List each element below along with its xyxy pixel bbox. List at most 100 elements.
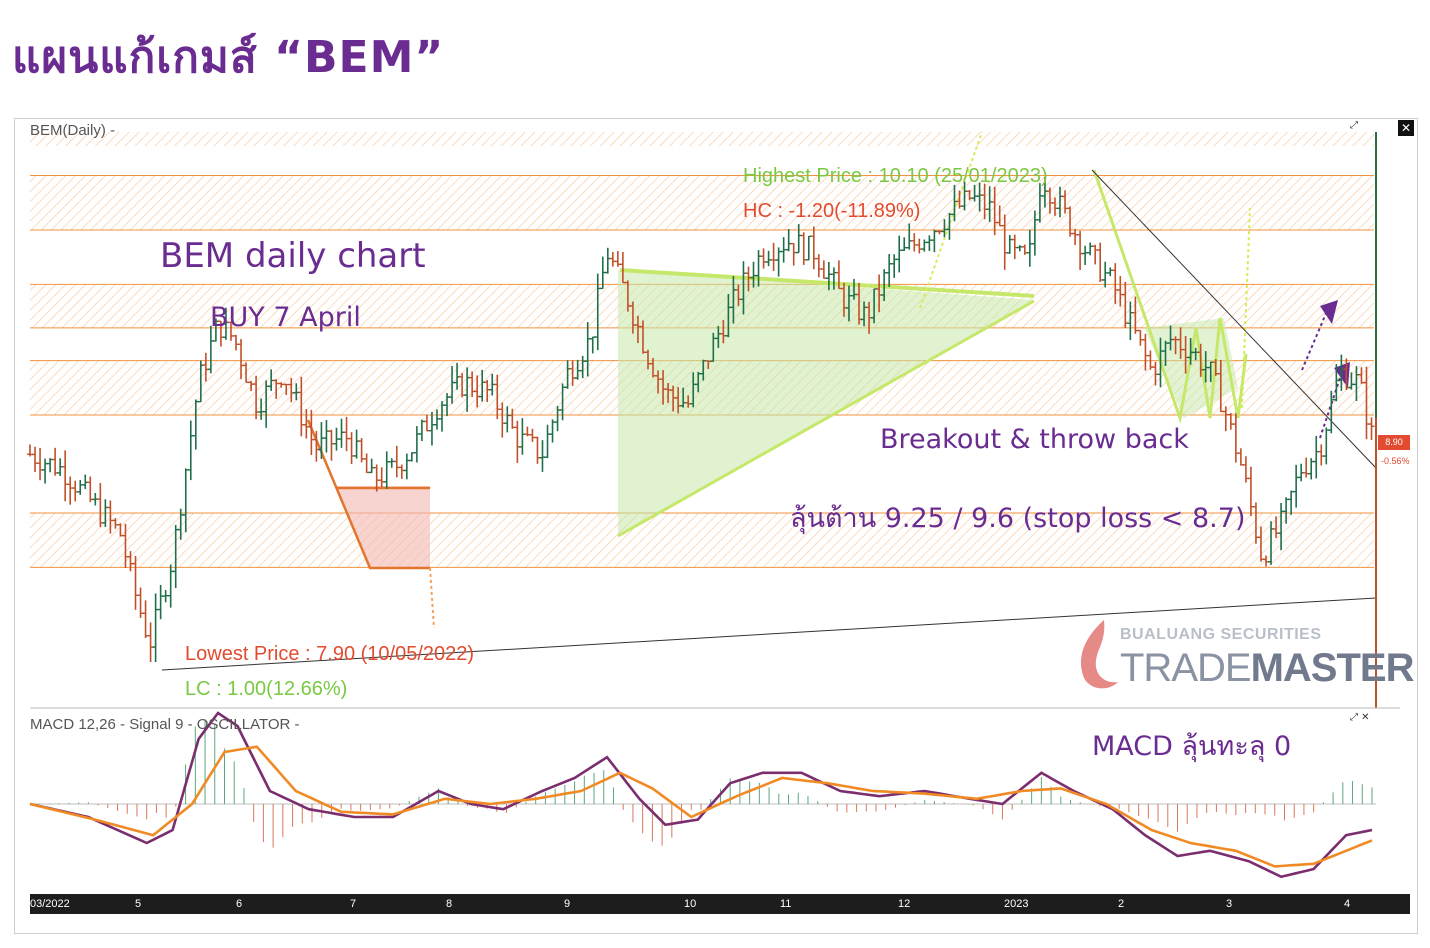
close-icon[interactable]: ✕ [1398, 120, 1414, 136]
triangle-lower-line [617, 299, 1035, 538]
price-bar [187, 420, 194, 481]
price-bar [1072, 228, 1079, 246]
price-bar [152, 593, 159, 663]
price-bar [1107, 267, 1114, 277]
x-tick-label: 3 [1226, 898, 1233, 910]
price-bar [343, 416, 350, 452]
price-bar [1102, 261, 1109, 288]
price-bar [1323, 427, 1330, 465]
pullback-outline [1092, 169, 1248, 424]
macd-pane-label: MACD 12,26 - Signal 9 - OSCILLATOR - [30, 716, 300, 733]
triangle-upper-line [619, 268, 1035, 298]
price-bar [363, 453, 370, 474]
price-bar [926, 235, 933, 251]
price-bar [931, 229, 938, 253]
price-bar [413, 426, 420, 463]
x-tick-label: 8 [446, 898, 453, 910]
price-bar [338, 418, 345, 448]
price-bar [1016, 245, 1023, 252]
price-bar [1082, 245, 1089, 265]
x-tick-label: 7 [350, 898, 357, 910]
resistance-zone [30, 512, 1374, 568]
price-bar [1303, 457, 1310, 478]
logo-brand-text: TRADEMASTER [1120, 646, 1415, 691]
price-bar [378, 467, 385, 488]
price-bar [765, 250, 772, 267]
price-bar [519, 418, 526, 455]
up-trendline [161, 597, 1377, 671]
buy-label: BUY 7 April [210, 302, 361, 333]
x-tick-label: 10 [684, 898, 697, 910]
logo-company-text: BUALUANG SECURITIES [1120, 626, 1322, 643]
price-bar [353, 429, 360, 459]
expand-icon[interactable]: ⤢ [1350, 120, 1358, 131]
price-bar [428, 412, 435, 446]
price-bar [609, 252, 616, 267]
price-bar [1087, 242, 1094, 256]
price-bar [67, 476, 74, 505]
price-bar [549, 419, 556, 443]
x-tick-label: 9 [564, 898, 571, 910]
signal-line [29, 745, 1373, 868]
price-bar [589, 336, 596, 354]
price-bar [1006, 234, 1013, 254]
price-bar [1092, 244, 1099, 265]
price-bar [911, 233, 918, 252]
price-bar [72, 480, 79, 502]
highest-price-label: Highest Price : 10.10 (25/01/2023) [743, 165, 1048, 187]
price-bar [318, 422, 325, 459]
price-bar [1077, 230, 1084, 271]
price-bar [1237, 448, 1244, 466]
triangle-pattern [618, 270, 1034, 536]
down-trendline [1091, 169, 1377, 469]
price-bar [1288, 490, 1295, 515]
price-bar [891, 254, 898, 278]
price-bar [37, 447, 44, 481]
price-bar [1368, 417, 1375, 440]
price-bar [52, 447, 59, 476]
price-bar [514, 420, 521, 463]
price-bar [368, 458, 375, 474]
macd-note-label: MACD ลุ้นทะลุ 0 [1092, 731, 1292, 762]
price-bar [529, 428, 536, 442]
x-tick-label: 2023 [1004, 898, 1029, 910]
price-bar [534, 436, 541, 464]
price-bar [1313, 435, 1320, 479]
price-bar [348, 432, 355, 465]
price-bar [142, 600, 149, 639]
price-bar [323, 420, 330, 453]
price-bar [544, 424, 551, 459]
price-bar [233, 334, 240, 351]
last-price-tag: 8.90 [1378, 435, 1410, 450]
price-bar [147, 622, 154, 663]
chart-name-label: BEM daily chart [160, 236, 426, 276]
price-bar [398, 464, 405, 479]
price-bar [921, 239, 928, 252]
x-tick-label: 6 [236, 898, 243, 910]
price-bar [1137, 329, 1144, 346]
price-bar [760, 248, 767, 269]
logo-brand-b: MASTER [1250, 646, 1415, 690]
price-bar [77, 479, 84, 495]
price-bar [810, 226, 817, 270]
price-bar [403, 453, 410, 480]
expand-icon[interactable]: ⤢ ✕ [1350, 712, 1370, 723]
price-bar [916, 238, 923, 254]
price-bar [790, 242, 797, 266]
price-bar [423, 414, 430, 432]
price-bar [62, 450, 69, 502]
resistance-zone [30, 175, 1374, 230]
price-bar [418, 419, 425, 442]
x-tick-label: 11 [780, 898, 792, 910]
lc-label: LC : 1.00(12.66%) [185, 678, 348, 700]
dotted-green-up [919, 131, 983, 309]
price-bar [1026, 229, 1033, 267]
price-bar [47, 458, 54, 473]
price-bar [42, 458, 49, 484]
price-bar [1318, 444, 1325, 466]
x-tick-label: 03/2022 [30, 898, 70, 910]
price-bar [383, 451, 390, 489]
price-bar [1247, 466, 1254, 517]
lowest-price-label: Lowest Price : 7.90 (10/05/2022) [185, 643, 475, 665]
price-bar [896, 235, 903, 273]
